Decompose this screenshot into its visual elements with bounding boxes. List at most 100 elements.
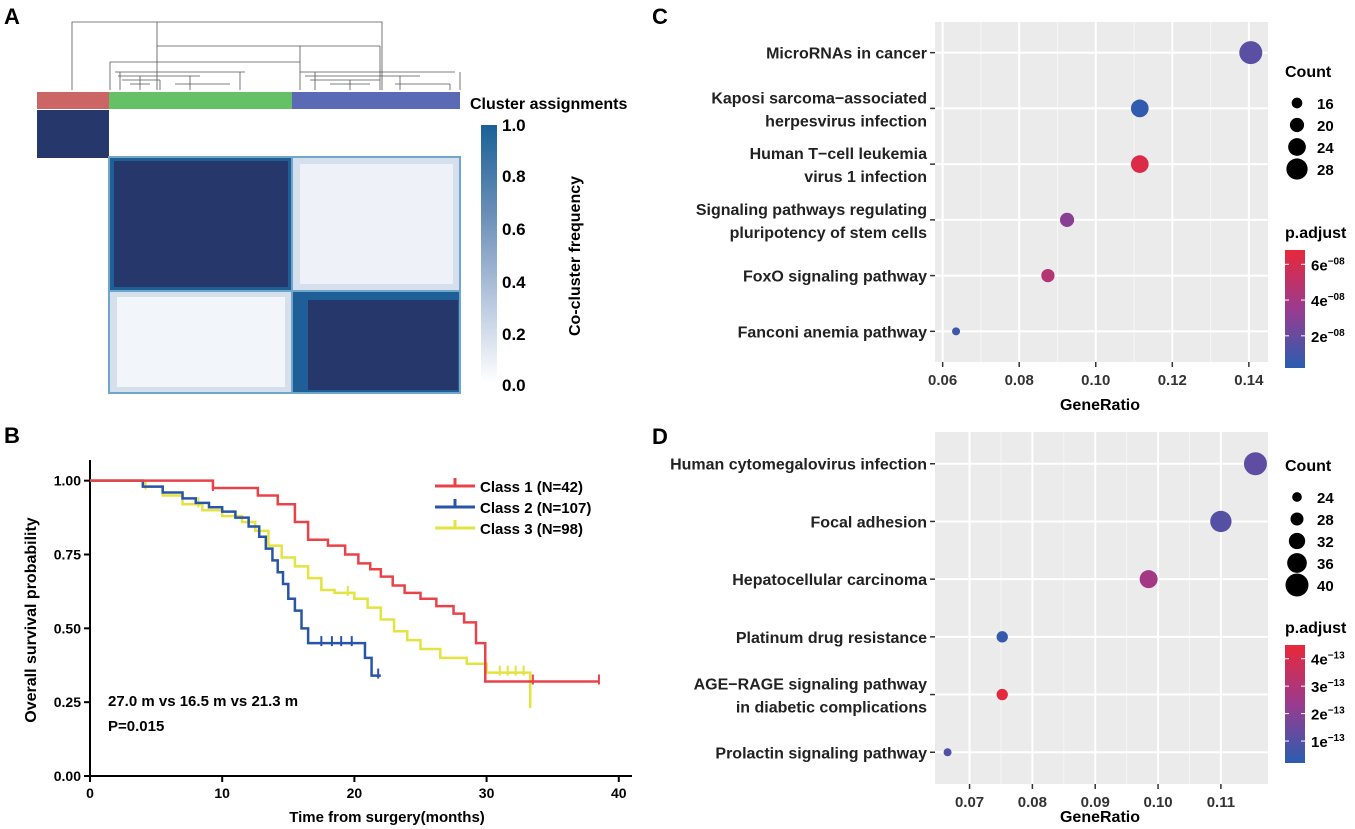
km-legend-item-class-2: Class 2 (N=107) [435, 499, 591, 517]
count-legend-label: 20 [1317, 118, 1334, 135]
km-median-annotation: 27.0 m vs 16.5 m vs 21.3 m [108, 693, 298, 710]
dot-foxo-signaling-pathway [1041, 269, 1054, 282]
panel-b: B Overall survival probability Time from… [4, 423, 632, 826]
count-legend-dot [1292, 98, 1303, 109]
dot-plot-d-x-axis-label: GeneRatio [1060, 809, 1140, 826]
count-legend-label: 16 [1317, 96, 1334, 113]
tick-mantissa: 4e [1311, 652, 1328, 669]
km-legend-label-class-3: Class 3 (N=98) [480, 521, 583, 538]
km-y-axis-label: Overall survival probability [23, 517, 40, 723]
panel-label-d: D [652, 424, 668, 449]
tick-mantissa: 3e [1311, 679, 1328, 696]
km-y-tick-label: 0.00 [54, 768, 81, 784]
count-legend-label: 40 [1317, 578, 1334, 595]
count-legend-label: 36 [1317, 556, 1334, 573]
count-legend-dot [1292, 492, 1302, 502]
dot-platinum-drug-resistance [997, 631, 1008, 642]
dot-human-t-cell-leukemia-virus-1-infection [1131, 155, 1149, 173]
tick-exponent: −08 [1328, 328, 1345, 339]
count-legend-title: Count [1285, 458, 1332, 475]
x-tick-label: 0.07 [955, 794, 984, 811]
dot-plot-d-legends: Count2428323640p.adjust4e−133e−132e−131e… [1285, 458, 1347, 763]
p-adjust-colorbar [1285, 250, 1305, 368]
km-x-axis-label: Time from surgery(months) [289, 809, 485, 826]
km-legend-item-class-1: Class 1 (N=42) [435, 478, 583, 496]
panel-c: C 0.06 0.08 0.10 0.12 0.14 MicroRNAs in cance… [652, 4, 1347, 414]
km-y-tick-label: 1.00 [54, 473, 81, 489]
km-legend-label-class-2: Class 2 (N=107) [480, 500, 591, 517]
dot-micrornas-in-cancer [1239, 41, 1262, 64]
tick-mantissa: 6e [1311, 257, 1328, 274]
cluster-2-bar [109, 92, 292, 109]
count-legend-label: 24 [1317, 490, 1334, 507]
km-p-value: P=0.015 [108, 718, 164, 735]
x-tick-label: 0.10 [1081, 372, 1110, 389]
category-label-herpesvirus-infection: herpesvirus infection [765, 113, 927, 130]
x-tick-label: 0.06 [928, 372, 957, 389]
colorbar-tick-0.4: 0.4 [502, 273, 526, 292]
heatmap-block-22 [114, 161, 288, 287]
heatmap-block-33 [308, 300, 458, 390]
dendrogram [72, 22, 460, 90]
dot-plot-c: 0.06 0.08 0.10 0.12 0.14 MicroRNAs in cancer K… [696, 22, 1268, 389]
km-curve-class-2 [90, 481, 381, 676]
cluster-assignment-bar [37, 92, 460, 109]
category-label-focal-adhesion: Focal adhesion [811, 514, 927, 531]
colorbar-tick-1.0: 1.0 [502, 116, 526, 135]
figure-canvas: A Cluster assignments [0, 0, 1355, 829]
km-legend-label-class-1: Class 1 (N=42) [480, 479, 583, 496]
count-legend-dot [1288, 138, 1306, 156]
category-label-hepatocellular-carcinoma: Hepatocellular carcinoma [732, 572, 927, 589]
km-y-tick-label: 0.50 [54, 620, 81, 636]
count-legend-dot [1286, 574, 1309, 597]
tick-exponent: −13 [1328, 733, 1345, 744]
colorbar-tick-0.0: 0.0 [502, 376, 526, 395]
count-legend-label: 28 [1317, 162, 1334, 179]
panel-label-b: B [4, 423, 20, 448]
count-legend-title: Count [1285, 64, 1332, 81]
panel-d: D 0.07 0.08 0.09 0.10 0.11 Human cytomegalovi… [652, 424, 1347, 826]
tick-mantissa: 1e [1311, 734, 1328, 751]
category-label-signaling-pathways-regulating: Signaling pathways regulating [696, 202, 927, 219]
colorbar-gradient [481, 125, 497, 383]
count-legend-dot [1286, 158, 1307, 179]
km-legend-item-class-3: Class 3 (N=98) [435, 520, 583, 538]
p-adjust-colorbar [1285, 645, 1305, 763]
heatmap-block-11 [37, 110, 109, 158]
dot-human-cytomegalovirus-infection [1244, 452, 1267, 475]
colorbar-tick-0.8: 0.8 [502, 167, 526, 186]
dot-plot-c-x-axis-label: GeneRatio [1060, 397, 1140, 414]
dot-plot-panel-bg [935, 22, 1268, 362]
dot-age-rage-signaling-pathway-in-diabetic-complications [997, 689, 1008, 700]
category-label-kaposi-sarcoma-associated: Kaposi sarcoma−associated [711, 90, 927, 107]
count-legend-dot [1291, 513, 1304, 526]
p-adjust-legend-title: p.adjust [1285, 620, 1347, 637]
dot-plot-panel-bg [935, 432, 1268, 784]
km-x-tick-label: 40 [611, 785, 627, 801]
category-label-human-t-cell-leukemia: Human T−cell leukemia [750, 146, 928, 163]
dot-prolactin-signaling-pathway [944, 748, 952, 756]
colorbar-a: 1.0 0.8 0.6 0.4 0.2 0.0 Co-cluster frequ… [481, 116, 584, 395]
km-x-tick-label: 30 [479, 785, 495, 801]
consensus-heatmap [37, 110, 460, 393]
category-label-age-rage-signaling-pathway: AGE−RAGE signaling pathway [694, 677, 927, 694]
count-legend-label: 28 [1317, 512, 1334, 529]
category-label-micrornas-in-cancer: MicroRNAs in cancer [766, 46, 927, 63]
cluster-3-bar [292, 92, 460, 109]
km-x-tick-label: 0 [86, 785, 94, 801]
km-legend: Class 1 (N=42) Class 2 (N=107) Class 3 (… [435, 478, 591, 538]
dot-focal-adhesion [1210, 511, 1231, 532]
dot-hepatocellular-carcinoma [1140, 570, 1158, 588]
tick-exponent: −13 [1328, 651, 1345, 662]
category-label-pluripotency-of-stem-cells: pluripotency of stem cells [730, 225, 927, 242]
category-label-in-diabetic-complications: in diabetic complications [736, 700, 927, 717]
tick-exponent: −13 [1328, 706, 1345, 717]
p-adjust-tick-label: 6e−08 [1311, 256, 1345, 274]
heatmap-block-23 [300, 164, 453, 284]
colorbar-tick-0.6: 0.6 [502, 220, 526, 239]
category-label-platinum-drug-resistance: Platinum drug resistance [736, 630, 927, 647]
dot-plot-d: 0.07 0.08 0.09 0.10 0.11Human cytomegaloviru… [670, 432, 1268, 811]
km-curve-class-3 [90, 481, 530, 708]
count-legend-label: 24 [1317, 140, 1334, 157]
